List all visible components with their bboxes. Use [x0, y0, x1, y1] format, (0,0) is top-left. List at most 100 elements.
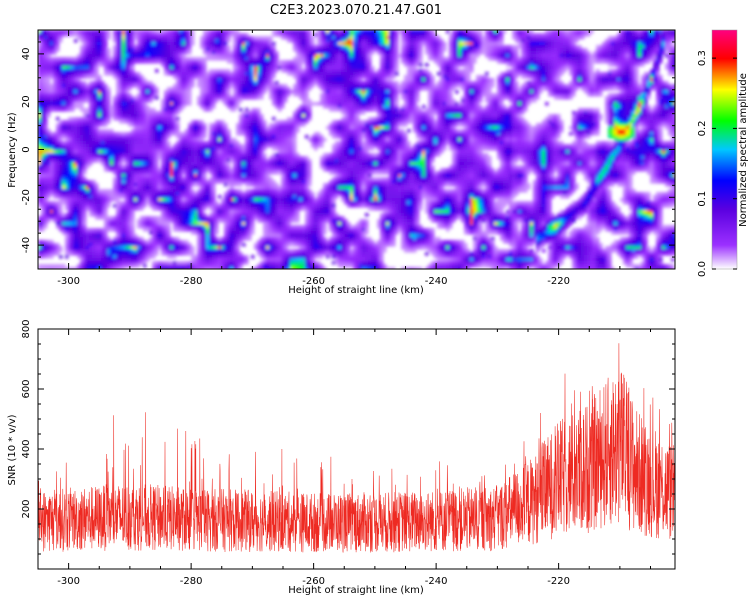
heatmap-cell: [77, 60, 81, 64]
heatmap-cell: [128, 45, 132, 49]
heatmap-cell: [500, 93, 504, 97]
heatmap-cell: [167, 63, 171, 67]
heatmap-cell: [362, 111, 366, 115]
heatmap-cell: [518, 45, 522, 49]
heatmap-cell: [218, 54, 222, 58]
heatmap-cell: [485, 30, 489, 34]
heatmap-cell: [245, 51, 249, 55]
heatmap-cell: [173, 33, 177, 37]
heatmap-cell: [107, 33, 111, 37]
heatmap-cell: [416, 51, 420, 55]
heatmap-cell: [341, 48, 345, 52]
heatmap-cell: [539, 36, 543, 40]
heatmap-cell: [536, 81, 540, 85]
heatmap-cell: [500, 45, 504, 49]
heatmap-cell: [353, 81, 357, 85]
heatmap-cell: [167, 90, 171, 94]
heatmap-cell: [524, 39, 528, 43]
heatmap-cell: [575, 39, 579, 43]
heatmap-cell: [47, 57, 51, 61]
heatmap-cell: [614, 48, 618, 52]
heatmap-cell: [50, 90, 54, 94]
heatmap-cell: [458, 60, 462, 64]
heatmap-cell: [629, 81, 633, 85]
heatmap-cell: [338, 75, 342, 79]
heatmap-cell: [335, 63, 339, 67]
heatmap-cell: [593, 72, 597, 76]
heatmap-cell: [365, 87, 369, 91]
heatmap-cell: [587, 84, 591, 88]
heatmap-cell: [266, 72, 270, 76]
heatmap-cell: [230, 57, 234, 61]
heatmap-cell: [248, 36, 252, 40]
heatmap-cell: [176, 84, 180, 88]
heatmap-cell: [359, 39, 363, 43]
heatmap-cell: [389, 66, 393, 70]
heatmap-cell: [629, 84, 633, 88]
heatmap-cell: [563, 39, 567, 43]
heatmap-cell: [248, 93, 252, 97]
heatmap-cell: [446, 87, 450, 91]
heatmap-cell: [524, 30, 528, 34]
heatmap-cell: [353, 78, 357, 82]
heatmap-cell: [602, 78, 606, 82]
heatmap-cell: [344, 30, 348, 34]
heatmap-cell: [635, 87, 639, 91]
heatmap-cell: [305, 42, 309, 46]
heatmap-cell: [416, 90, 420, 94]
heatmap-cell: [149, 90, 153, 94]
heatmap-cell: [329, 66, 333, 70]
heatmap-cell: [464, 42, 468, 46]
heatmap-cell: [371, 90, 375, 94]
heatmap-cell: [623, 69, 627, 73]
heatmap-cell: [482, 36, 486, 40]
heatmap-cell: [629, 57, 633, 61]
heatmap-cell: [197, 69, 201, 73]
heatmap-cell: [626, 42, 630, 46]
heatmap-cell: [353, 66, 357, 70]
heatmap-cell: [587, 57, 591, 61]
heatmap-cell: [344, 33, 348, 37]
heatmap-cell: [158, 30, 162, 34]
heatmap-cell: [356, 60, 360, 64]
heatmap-cell: [386, 42, 390, 46]
heatmap-cell: [467, 42, 471, 46]
heatmap-cell: [497, 75, 501, 79]
heatmap-cell: [239, 33, 243, 37]
heatmap-cell: [635, 45, 639, 49]
heatmap-cell: [86, 54, 90, 58]
heatmap-cell: [161, 42, 165, 46]
heatmap-cell: [389, 78, 393, 82]
heatmap-cell: [293, 60, 297, 64]
heatmap-cell: [116, 72, 120, 76]
heatmap-cell: [362, 63, 366, 67]
heatmap-cell: [341, 84, 345, 88]
heatmap-cell: [140, 60, 144, 64]
heatmap-cell: [119, 39, 123, 43]
heatmap-cell: [206, 48, 210, 52]
heatmap-cell: [125, 75, 129, 79]
heatmap-cell: [182, 36, 186, 40]
heatmap-cell: [554, 33, 558, 37]
heatmap-cell: [143, 78, 147, 82]
heatmap-cell: [668, 63, 672, 67]
heatmap-cell: [527, 84, 531, 88]
heatmap-cell: [605, 57, 609, 61]
heatmap-cell: [62, 63, 66, 67]
heatmap-cell: [452, 66, 456, 70]
heatmap-cell: [497, 48, 501, 52]
heatmap-cell: [473, 81, 477, 85]
heatmap-cell: [569, 57, 573, 61]
heatmap-cell: [659, 45, 663, 49]
heatmap-cell: [242, 42, 246, 46]
heatmap-cell: [521, 39, 525, 43]
heatmap-cell: [611, 57, 615, 61]
heatmap-cell: [503, 93, 507, 97]
heatmap-cell: [83, 63, 87, 67]
heatmap-cell: [344, 87, 348, 91]
heatmap-cell: [245, 90, 249, 94]
heatmap-cell: [350, 75, 354, 79]
heatmap-cell: [464, 90, 468, 94]
heatmap-cell: [176, 93, 180, 97]
heatmap-cell: [80, 93, 84, 97]
